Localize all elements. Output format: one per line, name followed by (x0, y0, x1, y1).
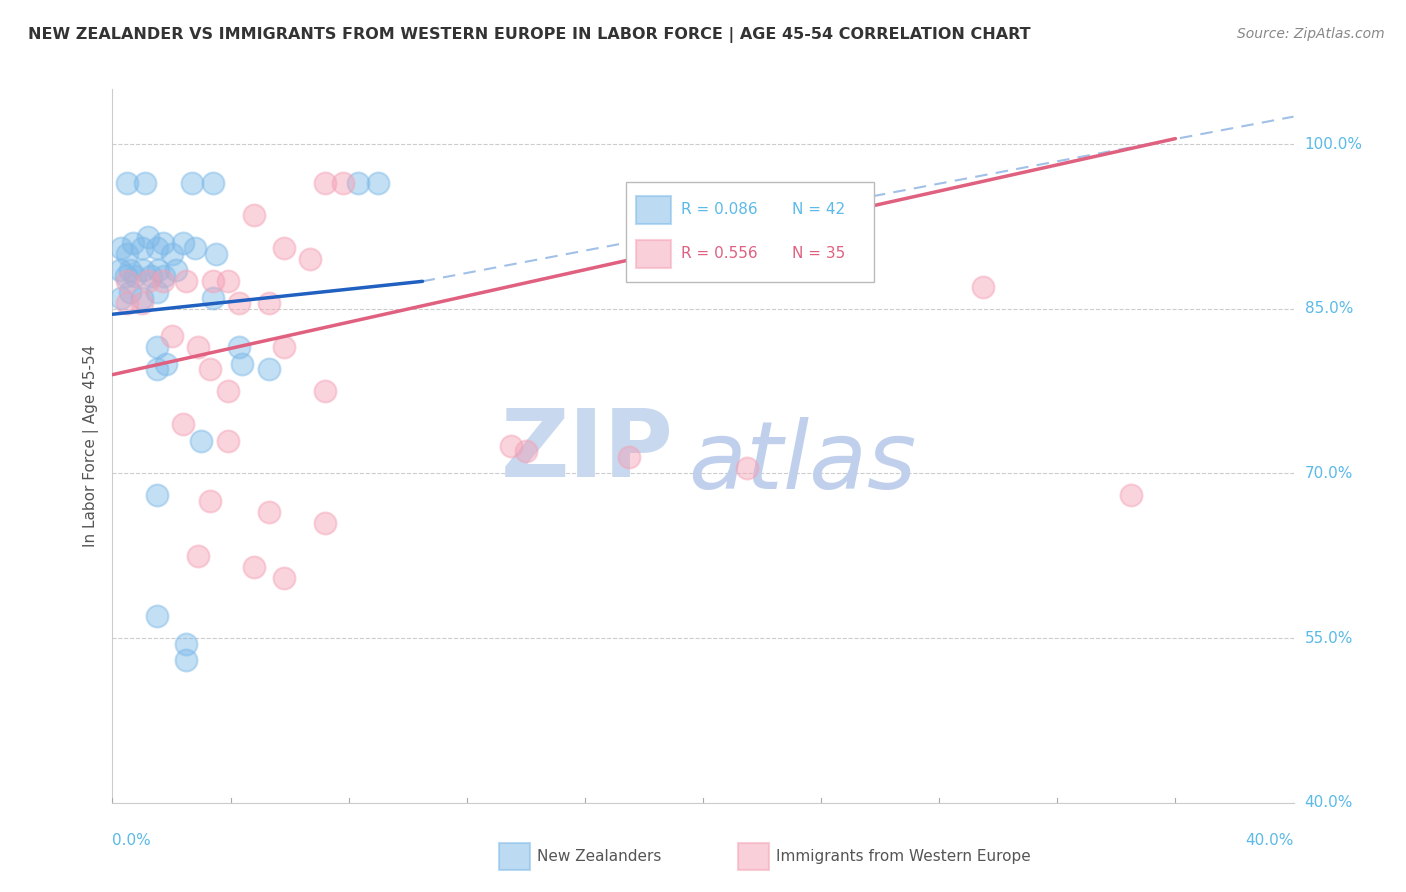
Point (205, 247, 228, 261)
Text: Immigrants from Western Europe: Immigrants from Western Europe (776, 849, 1031, 863)
Point (174, 653, 197, 667)
Point (228, 296, 250, 310)
FancyBboxPatch shape (626, 182, 875, 282)
Point (273, 571, 295, 585)
Text: New Zealanders: New Zealanders (537, 849, 661, 863)
Point (217, 384, 239, 398)
Bar (636, 240, 671, 268)
Point (146, 362, 169, 376)
Text: N = 42: N = 42 (793, 202, 845, 218)
Text: atlas: atlas (689, 417, 917, 508)
Text: 40.0%: 40.0% (1305, 796, 1353, 810)
Point (201, 291, 224, 305)
Point (117, 296, 138, 310)
Point (122, 235, 145, 250)
Point (136, 230, 159, 244)
Point (198, 494, 221, 508)
Text: N = 35: N = 35 (793, 246, 845, 261)
Point (108, 263, 131, 277)
Point (134, 176, 156, 190)
Point (257, 505, 280, 519)
Point (131, 241, 153, 255)
Text: 85.0%: 85.0% (1305, 301, 1353, 317)
Bar (636, 196, 671, 224)
Point (367, 176, 389, 190)
Point (146, 488, 169, 502)
Point (187, 340, 209, 354)
Point (314, 176, 336, 190)
Point (131, 296, 153, 310)
Point (110, 241, 132, 255)
Text: 40.0%: 40.0% (1246, 833, 1294, 848)
Point (314, 516, 336, 530)
Point (114, 268, 136, 283)
Point (228, 340, 250, 354)
Point (501, 439, 523, 453)
Point (155, 357, 177, 371)
Point (146, 241, 169, 255)
Text: NEW ZEALANDER VS IMMIGRANTS FROM WESTERN EUROPE IN LABOR FORCE | AGE 45-54 CORRE: NEW ZEALANDER VS IMMIGRANTS FROM WESTERN… (28, 27, 1031, 43)
Point (299, 252, 322, 267)
Point (165, 263, 187, 277)
Point (515, 444, 537, 458)
Point (146, 609, 169, 624)
Point (243, 559, 266, 574)
Text: ZIP: ZIP (501, 406, 673, 498)
Point (243, 209, 266, 223)
Point (201, 274, 224, 288)
Point (973, 280, 995, 294)
Point (257, 296, 280, 310)
Point (152, 274, 174, 288)
Point (160, 329, 183, 343)
Point (172, 417, 194, 431)
Point (152, 235, 174, 250)
Point (1119, 488, 1142, 502)
Point (619, 450, 641, 464)
Text: 70.0%: 70.0% (1305, 466, 1353, 481)
Point (181, 176, 204, 190)
Point (148, 263, 170, 277)
Point (187, 549, 209, 563)
Point (117, 274, 138, 288)
Point (136, 274, 159, 288)
Text: 55.0%: 55.0% (1305, 631, 1353, 646)
Point (190, 434, 212, 448)
Point (198, 362, 221, 376)
Point (231, 357, 253, 371)
Point (257, 362, 280, 376)
Point (217, 274, 239, 288)
Point (117, 176, 138, 190)
Point (174, 637, 197, 651)
Point (110, 291, 132, 305)
Point (273, 241, 295, 255)
Text: R = 0.556: R = 0.556 (681, 246, 758, 261)
Point (273, 340, 295, 354)
Point (346, 176, 368, 190)
Point (184, 241, 207, 255)
Point (120, 285, 142, 300)
Point (124, 268, 146, 283)
Point (132, 263, 155, 277)
Point (153, 268, 176, 283)
Text: R = 0.086: R = 0.086 (681, 202, 758, 218)
Point (146, 285, 169, 300)
Text: 100.0%: 100.0% (1305, 136, 1362, 152)
Point (314, 384, 336, 398)
Point (174, 274, 197, 288)
Point (139, 268, 162, 283)
Point (201, 176, 224, 190)
Text: 0.0%: 0.0% (112, 833, 152, 848)
Point (131, 291, 153, 305)
Point (172, 235, 194, 250)
Point (217, 434, 239, 448)
Point (737, 461, 759, 475)
Y-axis label: In Labor Force | Age 45-54: In Labor Force | Age 45-54 (83, 345, 98, 547)
Point (120, 263, 142, 277)
Point (160, 247, 183, 261)
Point (146, 340, 169, 354)
Text: Source: ZipAtlas.com: Source: ZipAtlas.com (1237, 27, 1385, 41)
Point (332, 176, 354, 190)
Point (117, 247, 138, 261)
